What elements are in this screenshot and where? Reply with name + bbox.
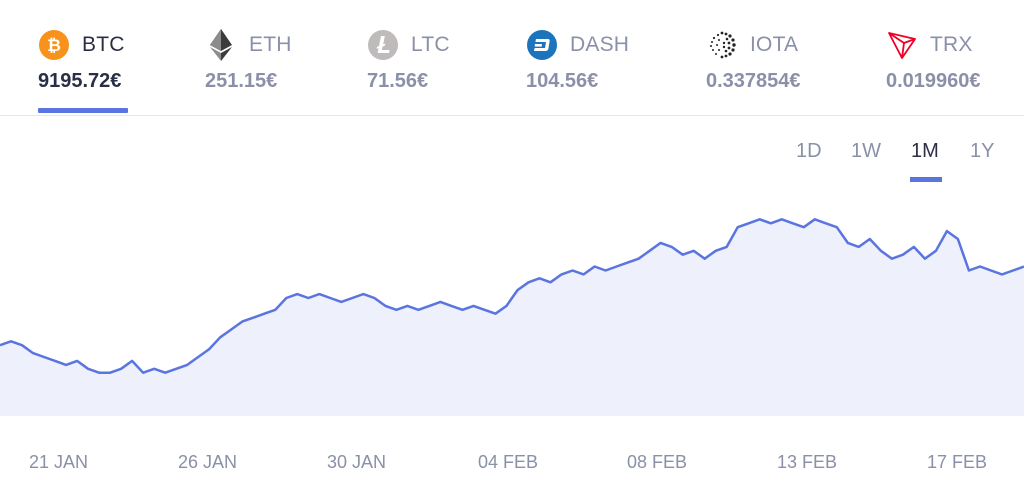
ethereum-icon (205, 29, 237, 61)
range-1y[interactable]: 1Y (970, 140, 995, 162)
time-range-selector: 1D 1W 1M 1Y (764, 140, 1024, 190)
price-chart (0, 218, 1024, 416)
tab-eth[interactable]: ETH 251.15€ (205, 26, 292, 115)
coin-symbol: DASH (570, 33, 630, 56)
tron-icon (886, 29, 918, 61)
coin-symbol: LTC (411, 33, 450, 56)
coin-symbol: IOTA (750, 33, 799, 56)
tab-dash[interactable]: DASH 104.56€ (526, 26, 629, 115)
range-1m[interactable]: 1M (910, 140, 942, 182)
price-line (0, 218, 1024, 374)
coin-price: 104.56€ (526, 70, 599, 92)
coin-price: 0.337854€ (706, 70, 801, 92)
range-1m-label: 1M (911, 140, 939, 162)
coin-symbol: BTC (82, 33, 125, 56)
active-range-indicator (910, 177, 942, 182)
x-axis: 21 JAN 26 JAN 30 JAN 04 FEB 08 FEB 13 FE… (0, 452, 1024, 482)
range-1d[interactable]: 1D (796, 140, 822, 162)
coin-symbol: ETH (249, 33, 292, 56)
dash-icon (526, 29, 558, 61)
x-axis-label: 30 JAN (327, 452, 387, 472)
coin-tabs: ₿ BTC 9195.72€ ETH 251.15€ LTC 71.56€ (0, 0, 1024, 116)
bitcoin-icon: ₿ (38, 29, 70, 61)
x-axis-label: 04 FEB (478, 452, 539, 472)
x-axis-label: 26 JAN (178, 452, 238, 472)
coin-symbol: TRX (930, 33, 973, 56)
x-axis-label: 13 FEB (777, 452, 838, 472)
coin-price: 251.15€ (205, 70, 278, 92)
coin-price: 9195.72€ (38, 70, 122, 92)
tab-iota[interactable]: IOTA 0.337854€ (706, 26, 801, 115)
svg-text:₿: ₿ (47, 36, 61, 56)
coin-price: 0.019960€ (886, 70, 981, 92)
tab-trx[interactable]: TRX 0.019960€ (886, 26, 981, 115)
litecoin-icon (367, 29, 399, 61)
tab-btc[interactable]: ₿ BTC 9195.72€ (38, 26, 128, 115)
price-area (0, 219, 1024, 416)
iota-icon (706, 29, 738, 61)
x-axis-label: 08 FEB (627, 452, 688, 472)
coin-price: 71.56€ (367, 70, 429, 92)
range-1w[interactable]: 1W (851, 140, 881, 162)
x-axis-label: 17 FEB (927, 452, 988, 472)
active-tab-indicator (38, 108, 128, 113)
tab-ltc[interactable]: LTC 71.56€ (367, 26, 450, 115)
x-axis-label: 21 JAN (29, 452, 89, 472)
